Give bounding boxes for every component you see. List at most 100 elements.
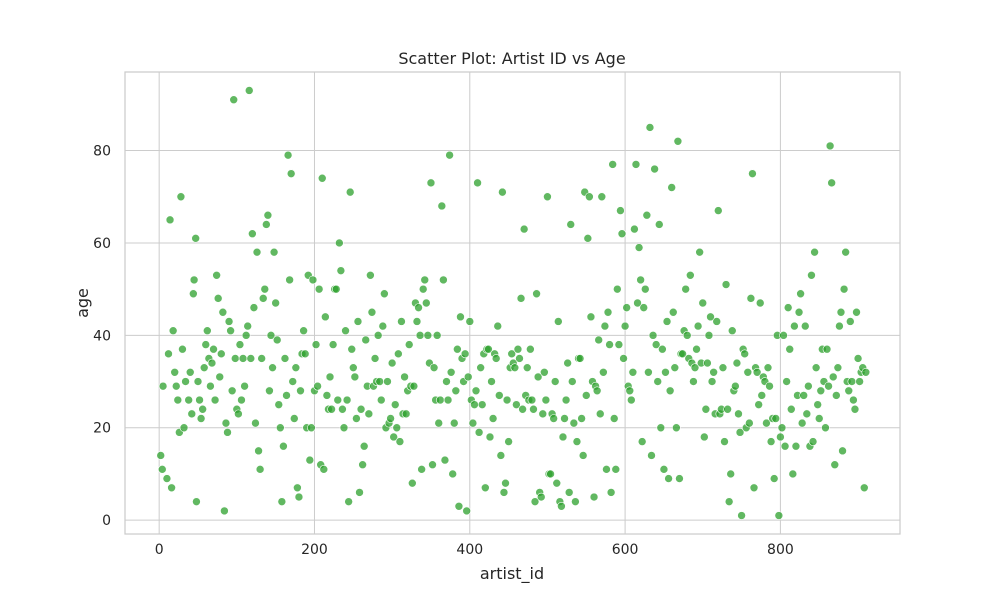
data-point (527, 395, 537, 405)
data-point (581, 391, 591, 400)
data-point (583, 234, 593, 243)
data-point (807, 270, 816, 280)
data-point (201, 340, 211, 349)
data-point (546, 469, 555, 479)
data-point (173, 395, 183, 405)
data-point (603, 307, 613, 317)
data-point (533, 372, 543, 382)
data-point (321, 312, 330, 322)
data-point (794, 307, 804, 317)
data-point (847, 377, 857, 386)
data-point (526, 344, 535, 354)
data-point (494, 391, 504, 400)
data-point (237, 395, 246, 405)
data-point (370, 354, 380, 363)
data-point (167, 483, 176, 493)
data-point (258, 294, 268, 303)
data-point (653, 377, 663, 386)
data-point (246, 354, 256, 363)
data-point (642, 210, 652, 220)
data-point (446, 367, 456, 377)
data-point (802, 409, 812, 419)
data-point (512, 400, 521, 409)
data-point (564, 488, 574, 497)
data-point (395, 437, 405, 446)
data-point (325, 372, 335, 382)
x-tick-label: 800 (767, 542, 794, 558)
data-point (667, 183, 676, 192)
data-point (349, 363, 358, 372)
data-point (404, 340, 414, 349)
data-point (213, 294, 223, 303)
data-point (616, 206, 625, 215)
data-point (746, 294, 756, 303)
data-point (305, 455, 315, 465)
data-point (265, 386, 274, 396)
data-point (176, 192, 186, 202)
data-point (353, 317, 363, 326)
data-point (630, 224, 639, 234)
data-point (774, 511, 784, 520)
data-point (737, 511, 746, 520)
data-point (243, 321, 252, 331)
data-point (726, 469, 736, 479)
data-point (745, 418, 754, 428)
data-point (263, 210, 273, 220)
data-point (434, 418, 444, 428)
data-point (541, 395, 551, 405)
data-point (720, 437, 729, 446)
data-point (835, 321, 844, 331)
data-point (412, 317, 422, 326)
data-point (266, 331, 276, 340)
data-point (289, 414, 299, 423)
data-point (567, 377, 577, 386)
data-point (670, 363, 680, 372)
data-point (338, 404, 347, 414)
y-tick-label: 80 (93, 144, 111, 160)
y-axis-label: age (73, 288, 92, 318)
data-point (443, 395, 453, 405)
data-point (252, 247, 262, 257)
data-point (272, 335, 282, 345)
data-point (507, 349, 517, 359)
data-point (776, 432, 785, 442)
data-point (594, 335, 604, 345)
data-point (821, 423, 830, 433)
x-tick-labels: 0 200 400 600 800 (155, 542, 794, 558)
data-point (637, 437, 647, 446)
data-point (294, 492, 304, 502)
data-point (288, 377, 298, 386)
data-point (184, 395, 193, 405)
data-point (293, 483, 302, 493)
data-point (421, 298, 431, 308)
data-point (409, 381, 419, 391)
data-point (600, 321, 610, 331)
data-point (401, 409, 411, 419)
data-point (224, 317, 234, 326)
data-point (473, 178, 482, 188)
data-point (611, 465, 621, 474)
data-point (296, 386, 305, 396)
data-point (743, 367, 753, 377)
data-point (191, 234, 200, 243)
data-point (709, 367, 718, 377)
y-tick-label: 0 (102, 513, 111, 529)
data-point (488, 414, 498, 423)
data-point (718, 363, 728, 372)
data-point (168, 326, 178, 336)
data-point (394, 349, 403, 359)
data-point (608, 160, 617, 169)
data-point (658, 344, 667, 354)
data-point (181, 377, 190, 386)
data-point (606, 488, 616, 497)
data-point (347, 344, 357, 354)
data-point (456, 312, 465, 322)
data-point (647, 451, 656, 460)
data-point (251, 418, 260, 428)
data-point (165, 215, 175, 225)
data-point (170, 367, 179, 377)
data-point (171, 381, 181, 391)
data-point (164, 349, 173, 359)
data-point (832, 391, 841, 400)
data-point (280, 354, 290, 363)
